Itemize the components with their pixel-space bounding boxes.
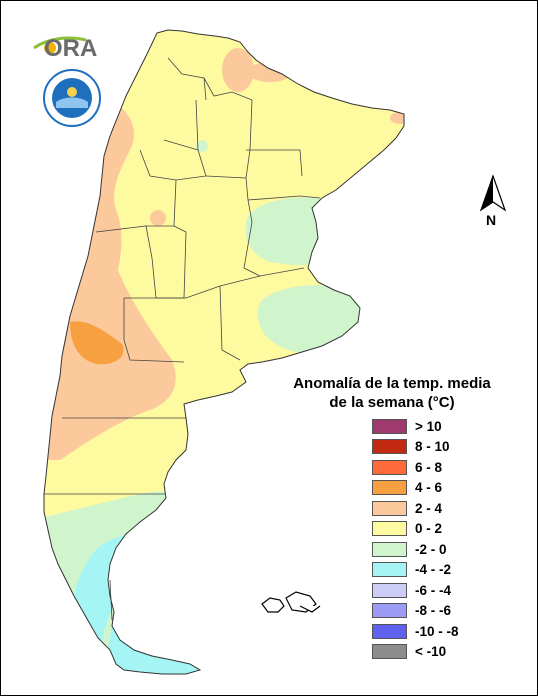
legend-label: 6 - 8 xyxy=(415,459,443,475)
legend-item: 4 - 6 xyxy=(372,478,492,499)
malvinas-islands xyxy=(261,591,321,613)
province-borders xyxy=(44,57,321,621)
legend-label: -10 - -8 xyxy=(415,623,459,639)
legend-swatch xyxy=(372,500,407,516)
legend-item: > 10 xyxy=(372,416,492,437)
legend-item: 0 - 2 xyxy=(372,519,492,540)
ministry-seal-logo xyxy=(42,68,102,128)
legend-label: -8 - -6 xyxy=(415,603,452,619)
ora-logo: ORA xyxy=(30,28,110,64)
legend-title: Anomalía de la temp. media de la semana … xyxy=(292,374,492,412)
legend-swatch xyxy=(372,623,407,639)
north-arrow: N xyxy=(478,172,508,234)
legend-label: -4 - -2 xyxy=(415,562,452,578)
legend-title-line1: Anomalía de la temp. media xyxy=(293,375,491,392)
legend-swatch xyxy=(372,541,407,557)
legend-item: -10 - -8 xyxy=(372,621,492,642)
legend-swatch xyxy=(372,480,407,496)
legend-title-line2: de la semana (°C) xyxy=(329,394,455,411)
legend: > 10 8 - 10 6 - 8 4 - 6 2 - 4 0 - 2 -2 - 0 -4 -… xyxy=(372,416,492,662)
legend-swatch xyxy=(372,459,407,475)
legend-swatch xyxy=(372,562,407,578)
north-label: N xyxy=(486,212,497,228)
legend-label: 8 - 10 xyxy=(415,439,450,455)
legend-label: 2 - 4 xyxy=(415,500,443,516)
legend-item: -4 - -2 xyxy=(372,560,492,581)
legend-swatch xyxy=(372,582,407,598)
legend-item: -6 - -4 xyxy=(372,580,492,601)
legend-swatch xyxy=(372,644,407,660)
legend-label: < -10 xyxy=(415,644,447,660)
legend-label: 4 - 6 xyxy=(415,480,443,496)
svg-text:ORA: ORA xyxy=(44,35,97,62)
legend-swatch xyxy=(372,603,407,619)
legend-item: 6 - 8 xyxy=(372,457,492,478)
legend-item: -8 - -6 xyxy=(372,601,492,622)
legend-swatch xyxy=(372,521,407,537)
legend-label: -2 - 0 xyxy=(415,541,447,557)
legend-label: -6 - -4 xyxy=(415,582,452,598)
legend-item: 8 - 10 xyxy=(372,437,492,458)
legend-label: 0 - 2 xyxy=(415,521,443,537)
legend-item: < -10 xyxy=(372,642,492,663)
country-outline xyxy=(43,29,405,675)
legend-swatch xyxy=(372,439,407,455)
legend-swatch xyxy=(372,418,407,434)
legend-item: -2 - 0 xyxy=(372,539,492,560)
legend-item: 2 - 4 xyxy=(372,498,492,519)
legend-label: > 10 xyxy=(415,418,442,434)
